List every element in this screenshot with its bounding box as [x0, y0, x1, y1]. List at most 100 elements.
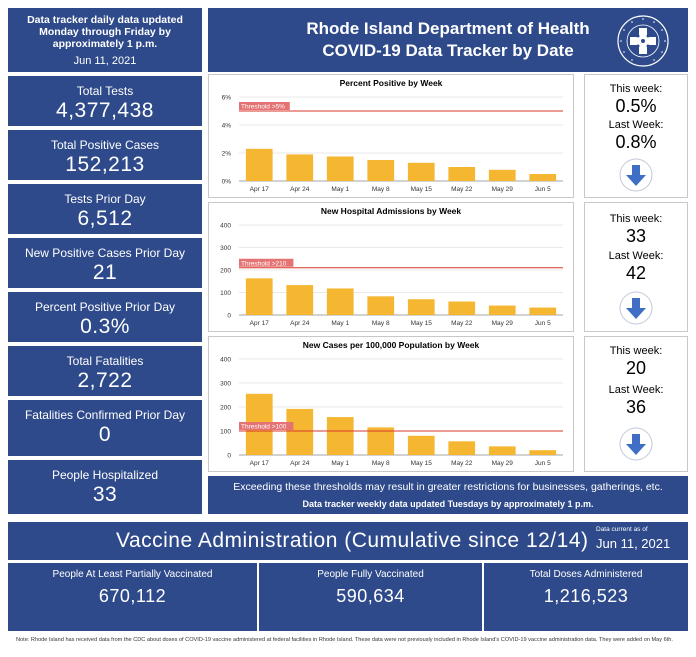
this-week-label: This week:: [609, 213, 663, 225]
bar: [529, 174, 557, 181]
hospital-admissions-chart: New Hospital Admissions by Week 0 100 200 30…: [220, 206, 563, 327]
vaccine-stat-label: Total Doses Administered: [529, 569, 643, 580]
x-tick-label: May 8: [372, 460, 390, 467]
bar: [488, 169, 516, 181]
stat-label: Tests Prior Day: [64, 192, 146, 206]
footnote: Note: Rhode Island has received data fro…: [16, 637, 673, 643]
page-title-line-2: COVID-19 Data Tracker by Date: [322, 41, 574, 60]
stat-label: Total Tests: [76, 84, 134, 98]
y-tick-label: 0%: [222, 179, 232, 186]
chart-panel-percent-positive: Percent Positive by Week 0% 2% 4% 6% Apr 17 Ap…: [208, 74, 574, 198]
stat-total-tests: Total Tests 4,377,438: [8, 76, 202, 126]
x-tick-label: May 1: [331, 460, 349, 467]
chart-panel-new-cases: New Cases per 100,000 Population by Week…: [208, 336, 574, 472]
threshold-label-bg: [239, 258, 294, 267]
y-tick-label: 4%: [222, 123, 232, 130]
x-tick-label: May 8: [372, 186, 390, 193]
last-week-label: Last Week:: [608, 384, 664, 396]
arrow-down-icon: [619, 291, 653, 325]
bar: [448, 301, 476, 315]
x-tick-label: May 1: [331, 186, 349, 193]
x-tick-label: Jun 5: [535, 320, 551, 327]
this-week-label: This week:: [609, 345, 663, 357]
stat-total-positive-cases: Total Positive Cases 152,213: [8, 130, 202, 180]
stat-tests-prior-day: Tests Prior Day 6,512: [8, 184, 202, 234]
stat-value: 0: [98, 423, 112, 446]
threshold-label-bg: [239, 102, 290, 110]
bar: [407, 299, 435, 315]
y-tick-label: 0: [227, 453, 231, 460]
bar: [407, 435, 435, 455]
chart-title: New Cases per 100,000 Population by Week: [303, 340, 480, 350]
chart-title: New Hospital Admissions by Week: [321, 206, 462, 216]
vaccine-stat-value: 1,216,523: [543, 586, 629, 606]
update-line-1: Data tracker daily data updated: [27, 14, 183, 26]
y-tick-label: 100: [220, 290, 231, 297]
y-tick-label: 300: [220, 381, 231, 388]
percent-positive-chart: Percent Positive by Week 0% 2% 4% 6% Apr 17 Ap…: [222, 78, 563, 193]
stat-value: 33: [92, 483, 118, 506]
update-date: Jun 11, 2021: [73, 55, 137, 67]
x-tick-label: May 15: [411, 186, 433, 193]
stat-value: 2,722: [77, 369, 133, 392]
x-tick-label: May 15: [411, 320, 433, 327]
weekly-update-note: Data tracker weekly data updated Tuesday…: [302, 499, 594, 509]
last-week-label: Last Week:: [608, 250, 664, 262]
x-tick-label: Apr 17: [250, 320, 270, 327]
bar: [448, 167, 476, 181]
y-tick-label: 300: [220, 245, 231, 252]
weekly-percent-positive-panel: This week: 0.5% Last Week: 0.8%: [584, 74, 688, 198]
stat-value: 0.3%: [80, 315, 130, 338]
vaccine-stat-label: People At Least Partially Vaccinated: [52, 569, 213, 580]
bar: [448, 441, 476, 455]
bar: [367, 296, 395, 315]
ri-health-seal-icon: [617, 15, 669, 67]
update-line-2: Monday through Friday by: [39, 26, 171, 38]
y-tick-label: 200: [220, 405, 231, 412]
y-tick-label: 400: [220, 357, 231, 364]
stat-value: 4,377,438: [56, 99, 154, 122]
threshold-label-bg: [239, 422, 294, 430]
arrow-down-icon: [619, 427, 653, 461]
stat-total-fatalities: Total Fatalities 2,722: [8, 346, 202, 396]
x-tick-label: May 29: [492, 320, 514, 327]
stat-percent-positive-prior-day: Percent Positive Prior Day 0.3%: [8, 292, 202, 342]
x-tick-label: Apr 17: [250, 186, 270, 193]
update-info-panel: Data tracker daily data updated Monday t…: [8, 8, 202, 72]
stat-value: 152,213: [65, 153, 145, 176]
bar: [245, 148, 273, 181]
last-week-label: Last Week:: [608, 119, 664, 131]
weekly-new-cases-panel: This week: 20 Last Week: 36: [584, 336, 688, 472]
stat-value: 6,512: [77, 207, 133, 230]
y-tick-label: 400: [220, 223, 231, 230]
chart-title: Percent Positive by Week: [340, 78, 443, 88]
vaccine-partially-vaccinated: People At Least Partially Vaccinated 670…: [8, 563, 257, 631]
last-week-value: 0.8%: [615, 132, 657, 152]
bar: [529, 450, 557, 455]
x-tick-label: Jun 5: [535, 460, 551, 467]
vaccine-stat-value: 590,634: [336, 586, 405, 606]
x-tick-label: Apr 24: [290, 460, 310, 467]
update-line-3: approximately 1 p.m.: [52, 38, 158, 50]
this-week-value: 0.5%: [615, 96, 657, 116]
vaccine-title: Vaccine Administration (Cumulative since…: [116, 529, 589, 552]
x-tick-label: Apr 24: [290, 320, 310, 327]
bar: [367, 427, 395, 455]
weekly-hospital-admissions-panel: This week: 33 Last Week: 42: [584, 202, 688, 332]
bar: [286, 154, 314, 181]
last-week-value: 36: [625, 397, 647, 417]
x-tick-label: Jun 5: [535, 186, 551, 193]
y-tick-label: 0: [227, 313, 231, 320]
stat-label: New Positive Cases Prior Day: [24, 246, 186, 260]
x-tick-label: May 15: [411, 460, 433, 467]
vaccine-stat-label: People Fully Vaccinated: [317, 569, 424, 580]
stat-value: 21: [92, 261, 118, 284]
y-tick-label: 2%: [222, 151, 232, 158]
y-tick-label: 200: [220, 268, 231, 275]
x-tick-label: May 22: [451, 186, 473, 193]
bar: [367, 160, 395, 181]
data-current-label: Data current as of: [596, 526, 648, 533]
bar: [326, 288, 354, 315]
bar: [326, 417, 354, 455]
this-week-value: 33: [625, 226, 647, 246]
